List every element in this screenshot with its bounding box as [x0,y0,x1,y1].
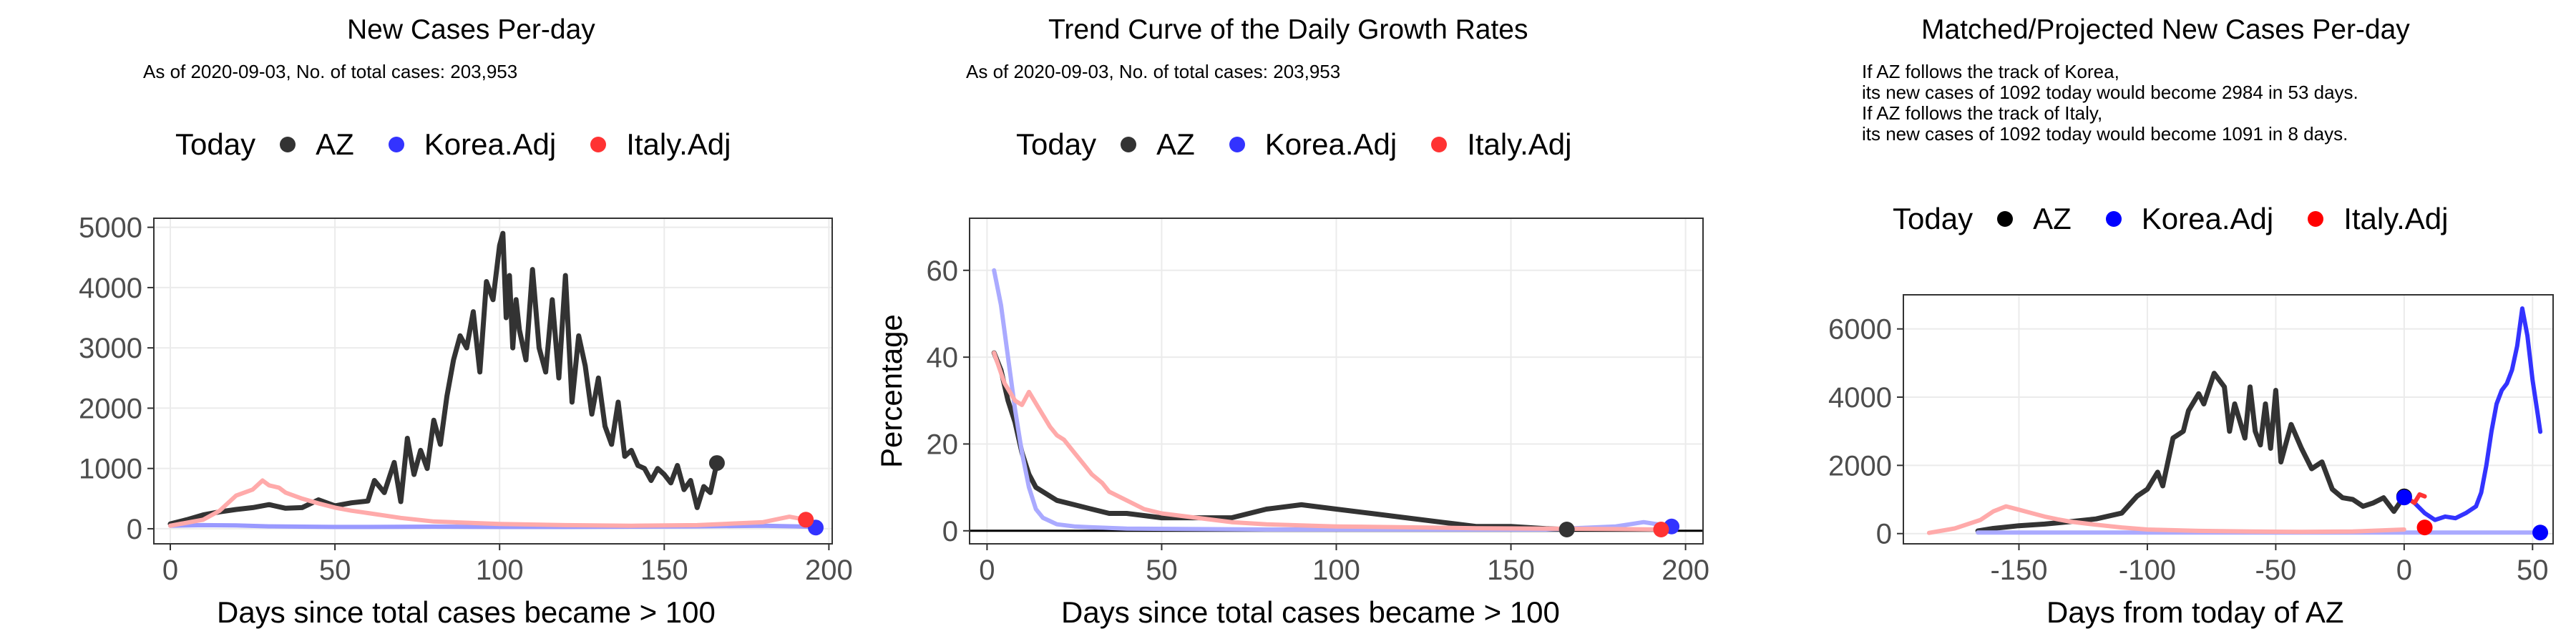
chart-legend: Today AZ Korea.Adj Italy.Adj [1016,127,1606,162]
today-point-az [1558,521,1575,537]
y-tick-label: 1000 [79,454,142,485]
legend-key-korea [1229,137,1245,152]
chart-subtitle: As of 2020-09-03, No. of total cases: 20… [966,61,1341,82]
series-line-italy-adj [1926,504,2406,535]
y-tick-label: 3000 [79,333,142,364]
y-tick-label: 60 [927,255,959,287]
chart-subtitle-line-2: its new cases of 1092 today would become… [1862,82,2358,103]
y-tick-label: 20 [927,429,959,460]
legend-title: Today [175,127,256,161]
chart-subtitle-line-3: If AZ follows the track of Italy, [1862,102,2103,124]
y-tick-label: 40 [927,342,959,374]
x-axis-label: Days since total cases became > 100 [1061,595,1560,629]
today-point-korea-adj [2396,489,2412,506]
y-tick-label: 2000 [79,393,142,424]
y-tick-label: 6000 [1828,314,1892,346]
series-line-az [991,350,1570,532]
today-point-korea-adj [2532,525,2549,541]
x-tick-label: 150 [640,555,688,586]
x-tick-label: 0 [162,555,178,586]
chart-plot-area: 0 50 100 150 200 0 20 40 60 [927,218,1709,586]
legend-label-korea: Korea.Adj [424,127,557,161]
x-tick-label: 0 [979,555,995,586]
legend-key-korea [2105,211,2122,227]
legend-label-italy: Italy.Adj [2343,202,2449,235]
legend-key-italy [590,137,607,152]
legend-key-az [280,137,296,152]
today-point-italy-adj [2416,519,2433,536]
legend-label-italy: Italy.Adj [626,127,731,161]
legend-label-korea: Korea.Adj [2141,202,2274,235]
legend-key-italy [2308,211,2324,227]
legend-label-az: AZ [316,127,354,161]
chart-title: Matched/Projected New Cases Per-day [1921,14,2410,45]
legend-label-italy: Italy.Adj [1467,127,1572,161]
series-line-italy-adj [168,478,809,528]
legend-key-korea [388,137,404,152]
chart-subtitle: As of 2020-09-03, No. of total cases: 20… [143,61,518,82]
x-tick-label: -100 [2119,555,2176,586]
y-tick-label: 4000 [1828,382,1892,414]
today-point-italy-adj [1653,521,1669,537]
chart-panel-projected: Matched/Projected New Cases Per-day If A… [1717,0,2576,644]
x-tick-label: 0 [2396,555,2412,586]
chart-legend: Today AZ Korea.Adj Italy.Adj [175,127,766,162]
series-line-korea-adj [168,522,818,530]
legend-label-korea: Korea.Adj [1264,127,1397,161]
series-line-korea-adj [2401,306,2543,522]
legend-label-az: AZ [2033,202,2072,235]
panel-border [1903,294,2554,545]
series-line-az [167,230,720,527]
series-line-az [1975,371,2407,534]
legend-title: Today [1016,127,1097,161]
panel-border [153,218,833,545]
chart-title: Trend Curve of the Daily Growth Rates [1048,14,1528,45]
x-tick-label: 100 [1312,555,1360,586]
today-point-italy-adj [798,512,814,528]
series-line-korea-adj [992,268,1674,532]
chart-panel-growth-rates: Trend Curve of the Daily Growth Rates As… [859,0,1717,644]
grid [970,218,1703,544]
y-tick-label: 4000 [79,273,142,304]
y-tick-label: 5000 [79,213,142,244]
legend-label-az: AZ [1156,127,1195,161]
legend-key-az [1121,137,1137,152]
y-tick-label: 0 [1876,519,1892,550]
chart-plot-area: -150 -100 -50 0 50 0 2000 4000 6000 [1828,294,2554,586]
chart-subtitle-line-4: its new cases of 1092 today would become… [1862,123,2348,145]
y-tick-label: 0 [942,516,958,547]
chart-legend: Today AZ Korea.Adj Italy.Adj [1893,202,2483,236]
legend-title: Today [1893,202,1974,235]
series-line-italy-adj [992,351,1664,532]
y-tick-label: 0 [127,514,142,545]
x-tick-label: -50 [2255,555,2296,586]
x-tick-label: 150 [1487,555,1535,586]
today-point-az [708,455,725,472]
chart-subtitle-line-1: If AZ follows the track of Korea, [1862,61,2119,82]
y-tick-label: 2000 [1828,450,1892,482]
x-axis-label: Days from today of AZ [2046,595,2344,629]
chart-panel-new-cases: New Cases Per-day As of 2020-09-03, No. … [0,0,859,644]
legend-key-az [1997,211,2014,227]
x-tick-label: 50 [2517,555,2549,586]
x-tick-label: -150 [1990,555,2047,586]
x-tick-label: 200 [805,555,853,586]
legend-key-italy [1431,137,1448,152]
x-tick-label: 200 [1662,555,1709,586]
x-tick-label: 50 [1146,555,1178,586]
x-tick-label: 100 [476,555,524,586]
grid [154,218,832,544]
y-axis-label: Percentage [874,314,908,468]
x-tick-label: 50 [319,555,351,586]
chart-title: New Cases Per-day [347,14,595,45]
x-axis-label: Days since total cases became > 100 [217,595,716,629]
